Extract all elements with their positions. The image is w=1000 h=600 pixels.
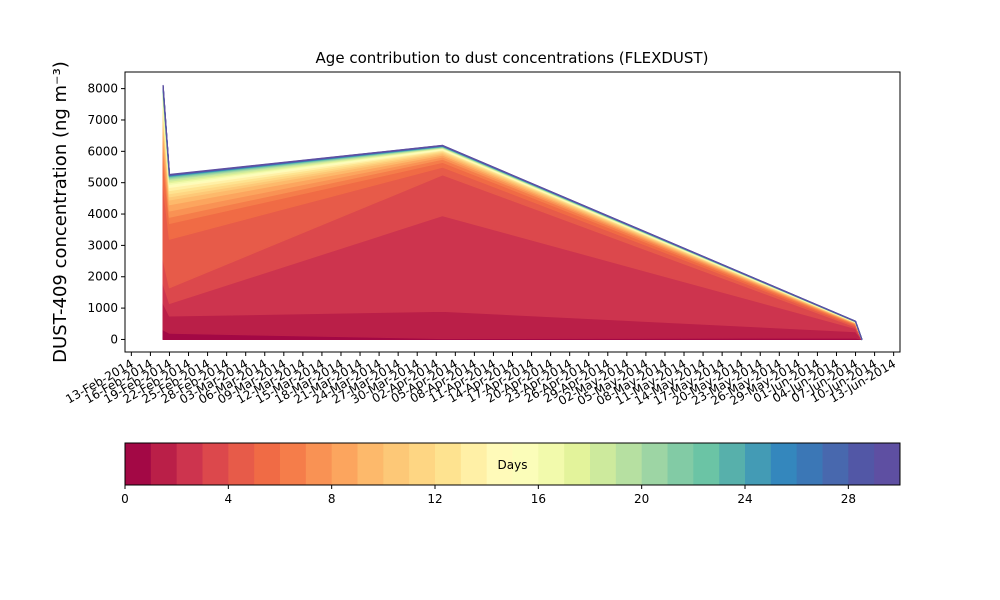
colorbar-tick-label: 12: [427, 492, 442, 506]
colorbar-frame: [124, 442, 901, 486]
y-tick-label: 3000: [87, 238, 118, 252]
chart-title: Age contribution to dust concentrations …: [316, 49, 709, 67]
colorbar-cell: [564, 443, 591, 485]
colorbar-tick-label: 24: [737, 492, 752, 506]
colorbar-cell: [848, 443, 875, 485]
colorbar-cell: [150, 443, 178, 485]
y-tick-label: 8000: [87, 82, 118, 96]
y-tick-label: 2000: [87, 270, 118, 284]
colorbar-cell: [383, 443, 410, 485]
colorbar-cell: [435, 443, 462, 485]
colorbar-cell: [796, 443, 823, 485]
colorbar-cell: [357, 443, 384, 485]
colorbar-cell: [512, 443, 539, 485]
colorbar-cell: [331, 443, 358, 485]
colorbar-tick-label: 20: [634, 492, 649, 506]
colorbar-tick-label: 4: [225, 492, 233, 506]
y-tick-label: 7000: [87, 113, 118, 127]
colorbar-cell: [125, 443, 152, 485]
colorbar-cell: [538, 443, 565, 485]
y-tick-label: 0: [110, 332, 118, 346]
colorbar-cell: [770, 443, 798, 485]
colorbar-cell: [176, 443, 203, 485]
colorbar-cell: [280, 443, 307, 485]
colorbar-label: Days: [498, 458, 528, 472]
colorbar-cell: [615, 443, 643, 485]
colorbar-tick-label: 28: [841, 492, 856, 506]
colorbar-cell: [745, 443, 772, 485]
colorbar-cell: [305, 443, 333, 485]
y-tick-label: 1000: [87, 301, 118, 315]
y-tick-label: 4000: [87, 207, 118, 221]
colorbar-cell: [254, 443, 281, 485]
colorbar-cell: [486, 443, 513, 485]
colorbar-cell: [590, 443, 617, 485]
y-tick-label: 5000: [87, 176, 118, 190]
colorbar-cell: [822, 443, 849, 485]
y-tick-label: 6000: [87, 144, 118, 158]
colorbar-tick-label: 0: [121, 492, 129, 506]
colorbar-cell: [719, 443, 746, 485]
colorbar-cell: [641, 443, 668, 485]
colorbar-cell: [202, 443, 229, 485]
colorbar-cell: [228, 443, 255, 485]
colorbar-cell: [667, 443, 694, 485]
area: [162, 84, 863, 341]
colorbar-cell: [460, 443, 488, 485]
colorbar-cell: [874, 443, 901, 485]
y-axis-label: DUST-409 concentration (ng m⁻³): [50, 61, 71, 363]
colorbar-cell: [409, 443, 436, 485]
colorbar-tick-label: 16: [531, 492, 546, 506]
colorbar-cell: [693, 443, 720, 485]
colorbar-tick-label: 8: [328, 492, 336, 506]
